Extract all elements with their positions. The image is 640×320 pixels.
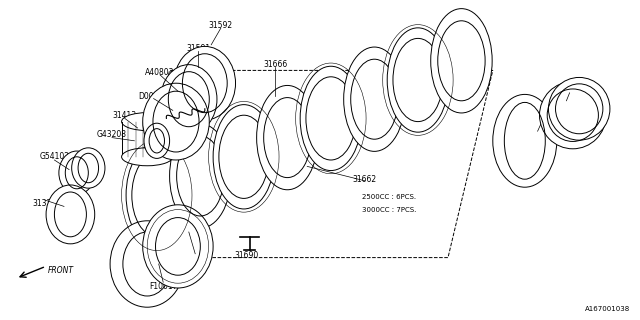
- Text: F10017: F10017: [149, 282, 177, 291]
- Ellipse shape: [122, 148, 173, 166]
- Text: 31643: 31643: [557, 85, 582, 94]
- Text: 3000CC : 7PCS.: 3000CC : 7PCS.: [362, 207, 416, 212]
- Text: 31413: 31413: [113, 111, 137, 120]
- Ellipse shape: [143, 205, 213, 288]
- Text: A167001038: A167001038: [585, 306, 630, 312]
- Text: G43208: G43208: [97, 130, 127, 139]
- Text: 31662: 31662: [353, 175, 377, 184]
- Text: 31377: 31377: [33, 199, 57, 208]
- Text: 31592: 31592: [209, 21, 233, 30]
- Ellipse shape: [143, 83, 209, 160]
- Text: 31666: 31666: [263, 60, 287, 68]
- Text: G54102: G54102: [40, 152, 69, 161]
- Ellipse shape: [493, 94, 557, 187]
- Ellipse shape: [431, 9, 492, 113]
- Text: 2500CC : 6PCS.: 2500CC : 6PCS.: [362, 194, 416, 200]
- Ellipse shape: [344, 47, 405, 151]
- Ellipse shape: [46, 185, 95, 244]
- Ellipse shape: [387, 28, 449, 132]
- Ellipse shape: [161, 65, 217, 134]
- Text: D00817: D00817: [139, 92, 168, 100]
- Text: 31667: 31667: [183, 253, 207, 262]
- Ellipse shape: [110, 221, 184, 307]
- Ellipse shape: [59, 151, 95, 195]
- Ellipse shape: [122, 113, 173, 131]
- Text: 31668: 31668: [529, 117, 553, 126]
- Ellipse shape: [548, 77, 610, 140]
- Text: 31591: 31591: [186, 44, 211, 52]
- Ellipse shape: [300, 66, 362, 171]
- Ellipse shape: [257, 85, 318, 190]
- Ellipse shape: [144, 123, 170, 158]
- Ellipse shape: [170, 124, 231, 228]
- Text: 31690: 31690: [234, 252, 259, 260]
- Ellipse shape: [213, 105, 275, 209]
- Text: FRONT: FRONT: [48, 266, 74, 275]
- Text: A40803: A40803: [145, 68, 175, 76]
- Ellipse shape: [126, 143, 188, 247]
- Ellipse shape: [540, 82, 606, 149]
- Ellipse shape: [72, 148, 105, 188]
- Ellipse shape: [174, 46, 236, 120]
